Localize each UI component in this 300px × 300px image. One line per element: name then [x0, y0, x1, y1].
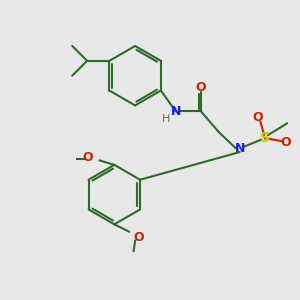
Text: O: O [196, 81, 206, 94]
Text: N: N [235, 142, 245, 155]
Text: O: O [280, 136, 291, 149]
Text: O: O [83, 151, 94, 164]
Text: O: O [134, 231, 144, 244]
Text: H: H [162, 114, 170, 124]
Text: O: O [252, 111, 263, 124]
Text: S: S [260, 131, 270, 145]
Text: N: N [171, 105, 181, 118]
